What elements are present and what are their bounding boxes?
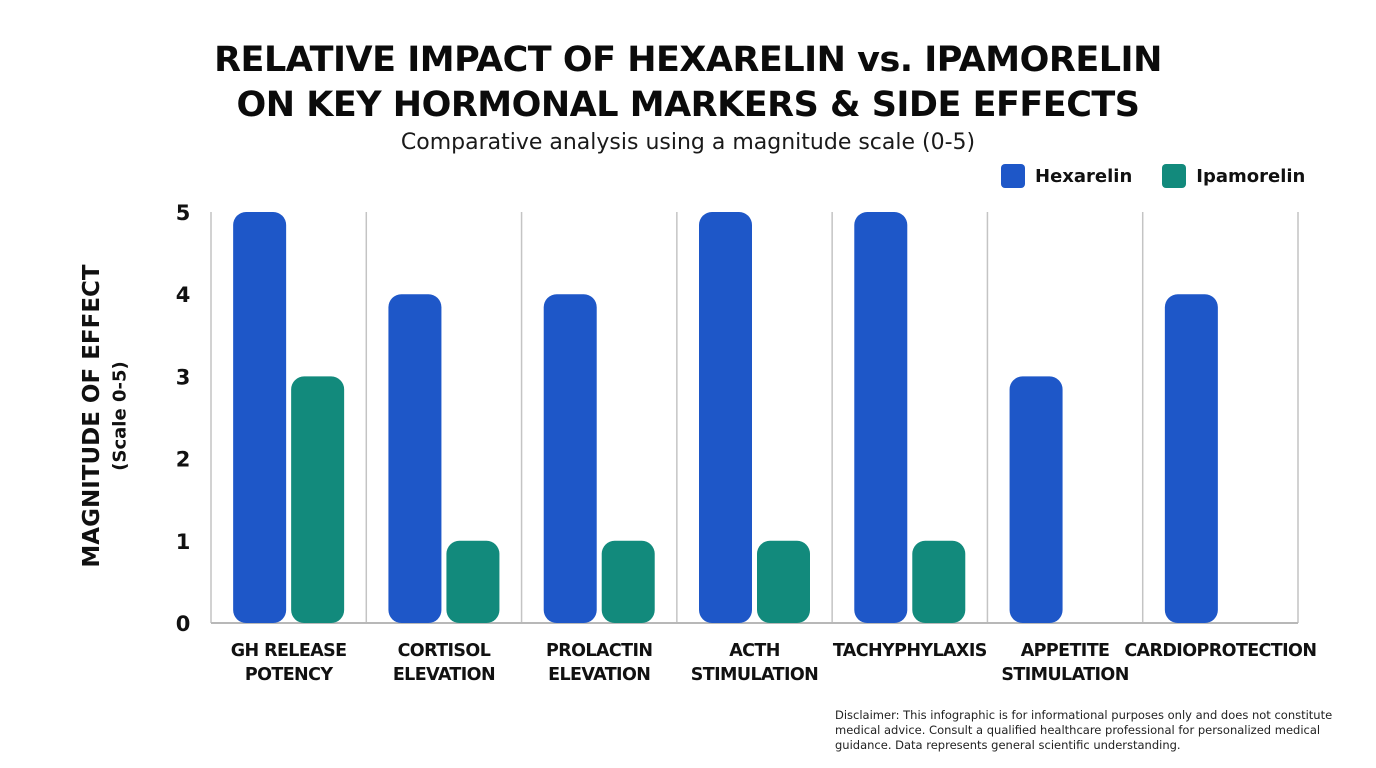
x-tick-label: APPETITE	[1021, 641, 1110, 661]
y-tick-label: 4	[176, 283, 191, 307]
x-tick-label: GH RELEASE	[231, 641, 347, 661]
x-tick-label: TACHYPHYLAXIS	[833, 641, 987, 661]
bar-hexarelin-acth-stimulation	[699, 212, 752, 623]
bar-hexarelin-appetite-stimulation	[1009, 376, 1063, 623]
bar-hexarelin-cortisol-elevation	[388, 294, 442, 623]
x-tick-label: ELEVATION	[548, 665, 650, 685]
x-tick-label: CARDIOPROTECTION	[1124, 641, 1316, 661]
x-tick-label: PROLACTIN	[546, 641, 652, 661]
legend-label-hexarelin: Hexarelin	[1035, 165, 1133, 187]
chart-title-line-1: RELATIVE IMPACT OF HEXARELIN vs. IPAMORE…	[214, 40, 1162, 80]
x-tick-label: STIMULATION	[691, 665, 818, 685]
y-tick-label: 5	[176, 201, 191, 225]
y-tick-label: 2	[176, 448, 191, 472]
bar-ipamorelin-cortisol-elevation	[446, 540, 500, 623]
legend-swatch-hexarelin	[1001, 164, 1025, 188]
bar-hexarelin-cardioprotection	[1164, 294, 1218, 623]
legend-label-ipamorelin: Ipamorelin	[1196, 165, 1306, 187]
y-tick-label: 0	[176, 612, 191, 636]
legend-item-hexarelin: Hexarelin	[1001, 164, 1132, 188]
legend: Hexarelin Ipamorelin	[1001, 164, 1335, 188]
x-tick-label: ELEVATION	[393, 665, 495, 685]
bar-hexarelin-gh-release-potency	[233, 212, 287, 623]
disclaimer-text: Disclaimer: This infographic is for info…	[835, 708, 1333, 752]
bar-ipamorelin-acth-stimulation	[757, 540, 810, 623]
y-tick-label: 1	[176, 530, 191, 554]
x-tick-label: ACTH	[729, 641, 780, 661]
bar-ipamorelin-gh-release-potency	[291, 376, 345, 623]
bar-hexarelin-prolactin-elevation	[543, 294, 597, 623]
y-tick-label: 3	[176, 365, 191, 389]
chart-subtitle: Comparative analysis using a magnitude s…	[400, 130, 976, 155]
bar-ipamorelin-prolactin-elevation	[601, 540, 655, 623]
bar-hexarelin-tachyphylaxis	[854, 212, 908, 623]
chart-title-line-2: ON KEY HORMONAL MARKERS & SIDE EFFECTS	[236, 85, 1140, 125]
x-tick-label: STIMULATION	[1001, 665, 1128, 685]
legend-swatch-ipamorelin	[1162, 164, 1187, 188]
x-tick-label: CORTISOL	[398, 641, 491, 661]
x-tick-label: POTENCY	[245, 665, 333, 685]
bar-ipamorelin-tachyphylaxis	[912, 540, 966, 623]
legend-item-ipamorelin: Ipamorelin	[1162, 164, 1305, 188]
